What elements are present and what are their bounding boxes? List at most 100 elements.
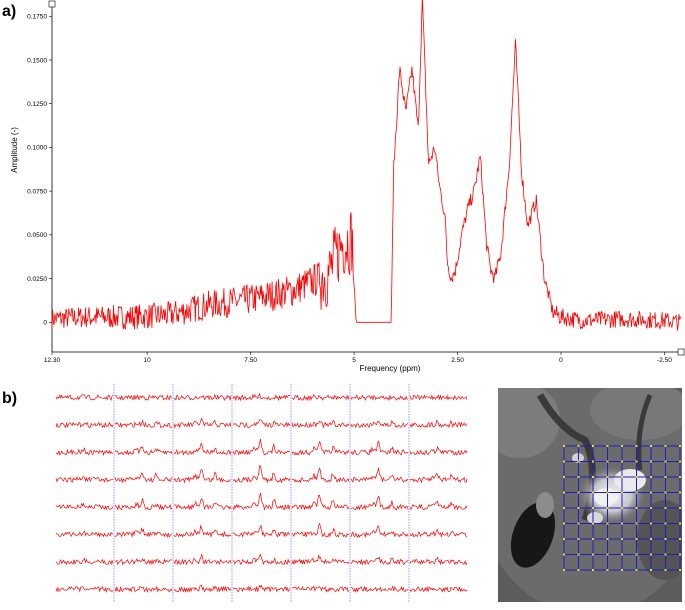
voxel-spectrum [409,585,468,593]
voxel-grid-node [621,445,623,447]
voxel-spectrum [173,525,232,538]
voxel-spectrum [55,586,114,594]
voxel-grid-node [635,553,638,556]
voxel-spectrum [55,502,114,511]
voxel-grid-node [563,538,565,540]
x-tick-label: 12.30 [44,357,61,364]
voxel-spectrum [409,556,468,566]
x-tick-label: 5 [352,357,356,364]
voxel-grid-node [664,553,667,556]
voxel-spectrum [291,419,350,429]
voxel-spectrum [173,584,232,593]
y-tick-label: 0.1750 [27,14,47,21]
voxel-grid-node [592,476,594,478]
voxel-grid-node [592,569,594,571]
voxel-grid-node [679,507,681,509]
voxel-spectrum [409,528,468,538]
spectra-grid [55,384,468,603]
voxel-spectrum [291,494,350,511]
y-axis-end-handle[interactable] [48,0,56,8]
voxel-spectrum [350,525,409,538]
y-tick-label: 0 [43,320,47,327]
voxel-grid-node [592,445,594,447]
voxel-grid-node [679,538,681,540]
voxel-spectrum [409,394,468,401]
y-tick-label: 0.1250 [27,101,47,108]
voxel-spectrum [55,475,114,484]
voxel-grid-node [606,476,609,478]
voxel-spectrum [114,419,173,429]
voxel-spectrum [350,585,409,593]
voxel-grid-node [679,522,681,525]
panel-a-label: a) [2,3,16,20]
voxel-grid-node [592,522,594,525]
voxel-grid-node [635,507,638,509]
voxel-spectrum [232,584,291,593]
voxel-grid-node [606,569,609,571]
voxel-grid-node [577,538,580,540]
voxel-grid-node [635,460,638,463]
x-axis-end-handle[interactable] [677,348,685,356]
voxel-spectrum [232,492,291,511]
voxel-grid-node [577,491,580,494]
voxel-grid-node [650,445,652,447]
voxel-spectrum [114,585,173,593]
y-tick-label: 0.1500 [27,57,47,64]
voxel-grid-node [577,476,580,478]
voxel-grid-node [621,569,623,571]
voxel-grid-node [621,476,623,478]
x-axis-ticks: 12.30 10 7.50 5 2.50 0 -2.50 [44,352,672,364]
spectrum-series-line [51,0,682,331]
voxel-spectrum [232,439,290,456]
voxel-spectrum [55,421,114,429]
voxel-spectrum [55,447,114,457]
voxel-grid-node [635,569,638,571]
voxel-grid-node [664,460,667,463]
voxel-spectrum [409,472,468,484]
voxel-grid-node [635,522,638,525]
voxel-spectrum [173,393,232,401]
voxel-grid-node [606,460,609,463]
voxel-grid-node [679,460,681,463]
voxel-grid-node [650,491,652,494]
voxel-spectrum [232,392,291,402]
voxel-spectrum [232,553,291,565]
y-tick-label: 0.1000 [27,145,47,152]
y-tick-label: 0.0500 [27,232,47,239]
voxel-spectrum [350,495,409,511]
voxel-grid-node [621,491,623,494]
voxel-grid-node [577,460,580,463]
voxel-grid-node [592,491,594,494]
voxel-spectrum [114,557,172,566]
voxel-spectrum [173,417,232,429]
voxel-grid-node [635,476,638,478]
voxel-grid-node [563,569,565,571]
y-axis-ticks: 0 0.0250 0.0500 0.0750 0.1000 0.1250 0.1500 0.1… [27,14,52,327]
voxel-spectrum [350,419,409,429]
panel-b-label: b) [2,390,17,407]
voxel-grid-node [592,507,594,509]
voxel-spectrum [173,468,232,484]
x-tick-label: 7.50 [244,357,257,364]
voxel-spectrum [409,500,468,511]
voxel-spectrum [291,440,350,456]
voxel-spectrum [173,553,232,566]
voxel-spectrum [173,442,232,456]
voxel-spectrum [55,557,114,566]
voxel-grid-node [592,538,594,540]
voxel-spectrum [114,446,173,456]
x-tick-label: 0 [559,357,563,364]
voxel-grid-node [635,491,638,494]
voxel-spectrum [232,419,291,428]
voxel-grid-node [577,507,580,509]
voxel-grid-node [621,553,623,556]
y-tick-label: 0.0250 [27,276,47,283]
voxel-grid-node [592,460,594,463]
voxel-spectrum [291,585,350,593]
voxel-grid-node [606,553,609,556]
voxel-grid-node [563,522,565,525]
voxel-grid-node [606,507,609,509]
voxel-spectrum [291,554,350,565]
voxel-grid-node [577,553,580,556]
voxel-grid-node [563,553,565,556]
